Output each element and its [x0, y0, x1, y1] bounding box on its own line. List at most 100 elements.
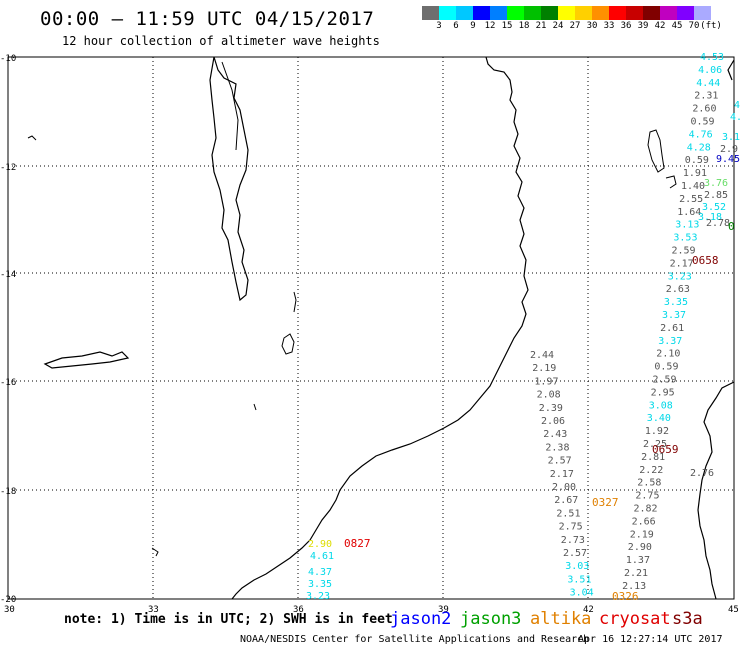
wave-height-value: 4.06 [698, 65, 722, 76]
wave-height-value: 1.40 [681, 181, 705, 192]
scale-swatch [660, 6, 677, 20]
wave-height-value: 2.43 [543, 429, 567, 440]
reservoir-outline [43, 351, 130, 369]
scale-swatch [473, 6, 490, 20]
wave-height-value: 2.21 [624, 568, 648, 579]
lat-label: -14 [0, 270, 16, 280]
longitude-labels: 30 33 36 39 42 45 [4, 605, 739, 615]
wave-height-value: 3.1 [722, 132, 740, 143]
wave-height-value: 3.51 [567, 574, 591, 585]
scale-label: 30 [586, 21, 598, 31]
wave-height-value: 2.9 [720, 144, 738, 155]
wave-height-value: 2.13 [622, 581, 646, 592]
wave-height-value: 2.17 [550, 469, 574, 480]
wave-height-value: 2.17 [670, 258, 694, 269]
lon-label: 45 [728, 605, 739, 615]
footer-note: note: 1) Time is in UTC; 2) SWH is in fe… [64, 612, 393, 627]
wave-height-value: 3.18 [698, 212, 722, 223]
wave-height-value: 1.37 [626, 555, 650, 566]
legend-cryosat: cryosat [599, 609, 671, 629]
wave-height-value: 2.59 [653, 375, 677, 386]
wave-height-value: 2.39 [539, 403, 563, 414]
wave-height-value: 2.57 [548, 456, 572, 467]
lon-label: 42 [583, 605, 594, 615]
lon-label: 30 [4, 605, 15, 615]
wave-height-value: 3.53 [673, 233, 697, 244]
wave-height-value: 0.59 [654, 362, 678, 373]
wave-height-value: 2.75 [635, 491, 659, 502]
wave-height-value: 2.63 [666, 284, 690, 295]
scale-swatch [694, 6, 711, 20]
wave-height-value: 3.35 [308, 579, 332, 590]
lat-label: -16 [0, 378, 16, 388]
scale-swatch [439, 6, 456, 20]
comoros-island [647, 129, 665, 173]
scale-label: 70 [688, 21, 700, 31]
scale-swatch [575, 6, 592, 20]
timestamp: Apr 16 12:27:14 UTC 2017 [578, 634, 723, 645]
wave-height-value: 2.75 [559, 522, 583, 533]
latitude-labels: -10 -12 -14 -16 -18 -20 [0, 54, 16, 605]
graticule [8, 57, 734, 599]
scale-label: 42 [654, 21, 666, 31]
wave-height-value: 2.82 [634, 504, 658, 515]
small-lake-outline [281, 333, 295, 355]
wave-height-value: 2.10 [656, 349, 680, 360]
wave-height-value: 4.76 [689, 129, 713, 140]
scale-swatch [541, 6, 558, 20]
wave-height-value: 1.64 [677, 207, 701, 218]
scale-label: 21 [535, 21, 547, 31]
lat-label: -12 [0, 163, 16, 173]
wave-height-value: 2.61 [660, 323, 684, 334]
wave-height-value: 3.23 [306, 591, 330, 602]
wave-height-value: 2.66 [632, 516, 656, 527]
lon-label: 39 [438, 605, 449, 615]
map-frame [7, 56, 735, 600]
wave-height-value: 2.51 [556, 508, 580, 519]
wave-height-value: 2.22 [639, 465, 663, 476]
scale-swatch [643, 6, 660, 20]
wave-height-value: 4.53 [700, 52, 724, 63]
wave-height-value: 2.76 [690, 468, 714, 479]
wave-height-value: 2.00 [552, 482, 576, 493]
wave-height-value: 1.92 [645, 426, 669, 437]
pass-label: 0658 [692, 254, 719, 267]
wave-height-value: 2.60 [692, 104, 716, 115]
scale-swatch [626, 6, 643, 20]
scale-label: 39 [637, 21, 649, 31]
wave-height-value: 3.35 [664, 297, 688, 308]
wave-height-value: 2.06 [541, 416, 565, 427]
scale-label: 12 [484, 21, 496, 31]
scale-label: 3 [436, 21, 442, 31]
scale-label: 18 [518, 21, 530, 31]
lat-label: -10 [0, 54, 16, 64]
wave-height-value: 2.38 [545, 442, 569, 453]
legend-s3a: s3a [672, 609, 703, 629]
page-title: 00:00 – 11:59 UTC 04/15/2017 [40, 8, 375, 30]
wave-height-value: 4.37 [308, 567, 332, 578]
wave-height-value: 0.59 [685, 155, 709, 166]
scale-swatch [490, 6, 507, 20]
wave-height-value: 9.45 [716, 154, 740, 165]
legend-jason2: jason2 [390, 609, 452, 629]
wave-height-value: 3.08 [649, 400, 673, 411]
page-subtitle: 12 hour collection of altimeter wave hei… [62, 34, 380, 48]
pass-label: 0326 [612, 590, 639, 603]
wave-height-value: 2.95 [651, 387, 675, 398]
wave-height-value: 2.55 [679, 194, 703, 205]
mozambique-coastline [231, 56, 529, 600]
wave-height-value: 4.5 [734, 100, 740, 111]
scale-label: 24 [552, 21, 564, 31]
wave-height-value: 3.23 [668, 271, 692, 282]
lat-label: -18 [0, 487, 16, 497]
scale-swatch [524, 6, 541, 20]
scale-swatch [558, 6, 575, 20]
wave-height-value: 2.19 [532, 363, 556, 374]
wave-height-value: 2.59 [672, 246, 696, 257]
scale-label: 45 [671, 21, 683, 31]
wave-height-value: 2.57 [563, 548, 587, 559]
wave-height-value: 2.73 [561, 535, 585, 546]
wave-height-value: 2.81 [641, 452, 665, 463]
pass-label: 0659 [652, 443, 679, 456]
